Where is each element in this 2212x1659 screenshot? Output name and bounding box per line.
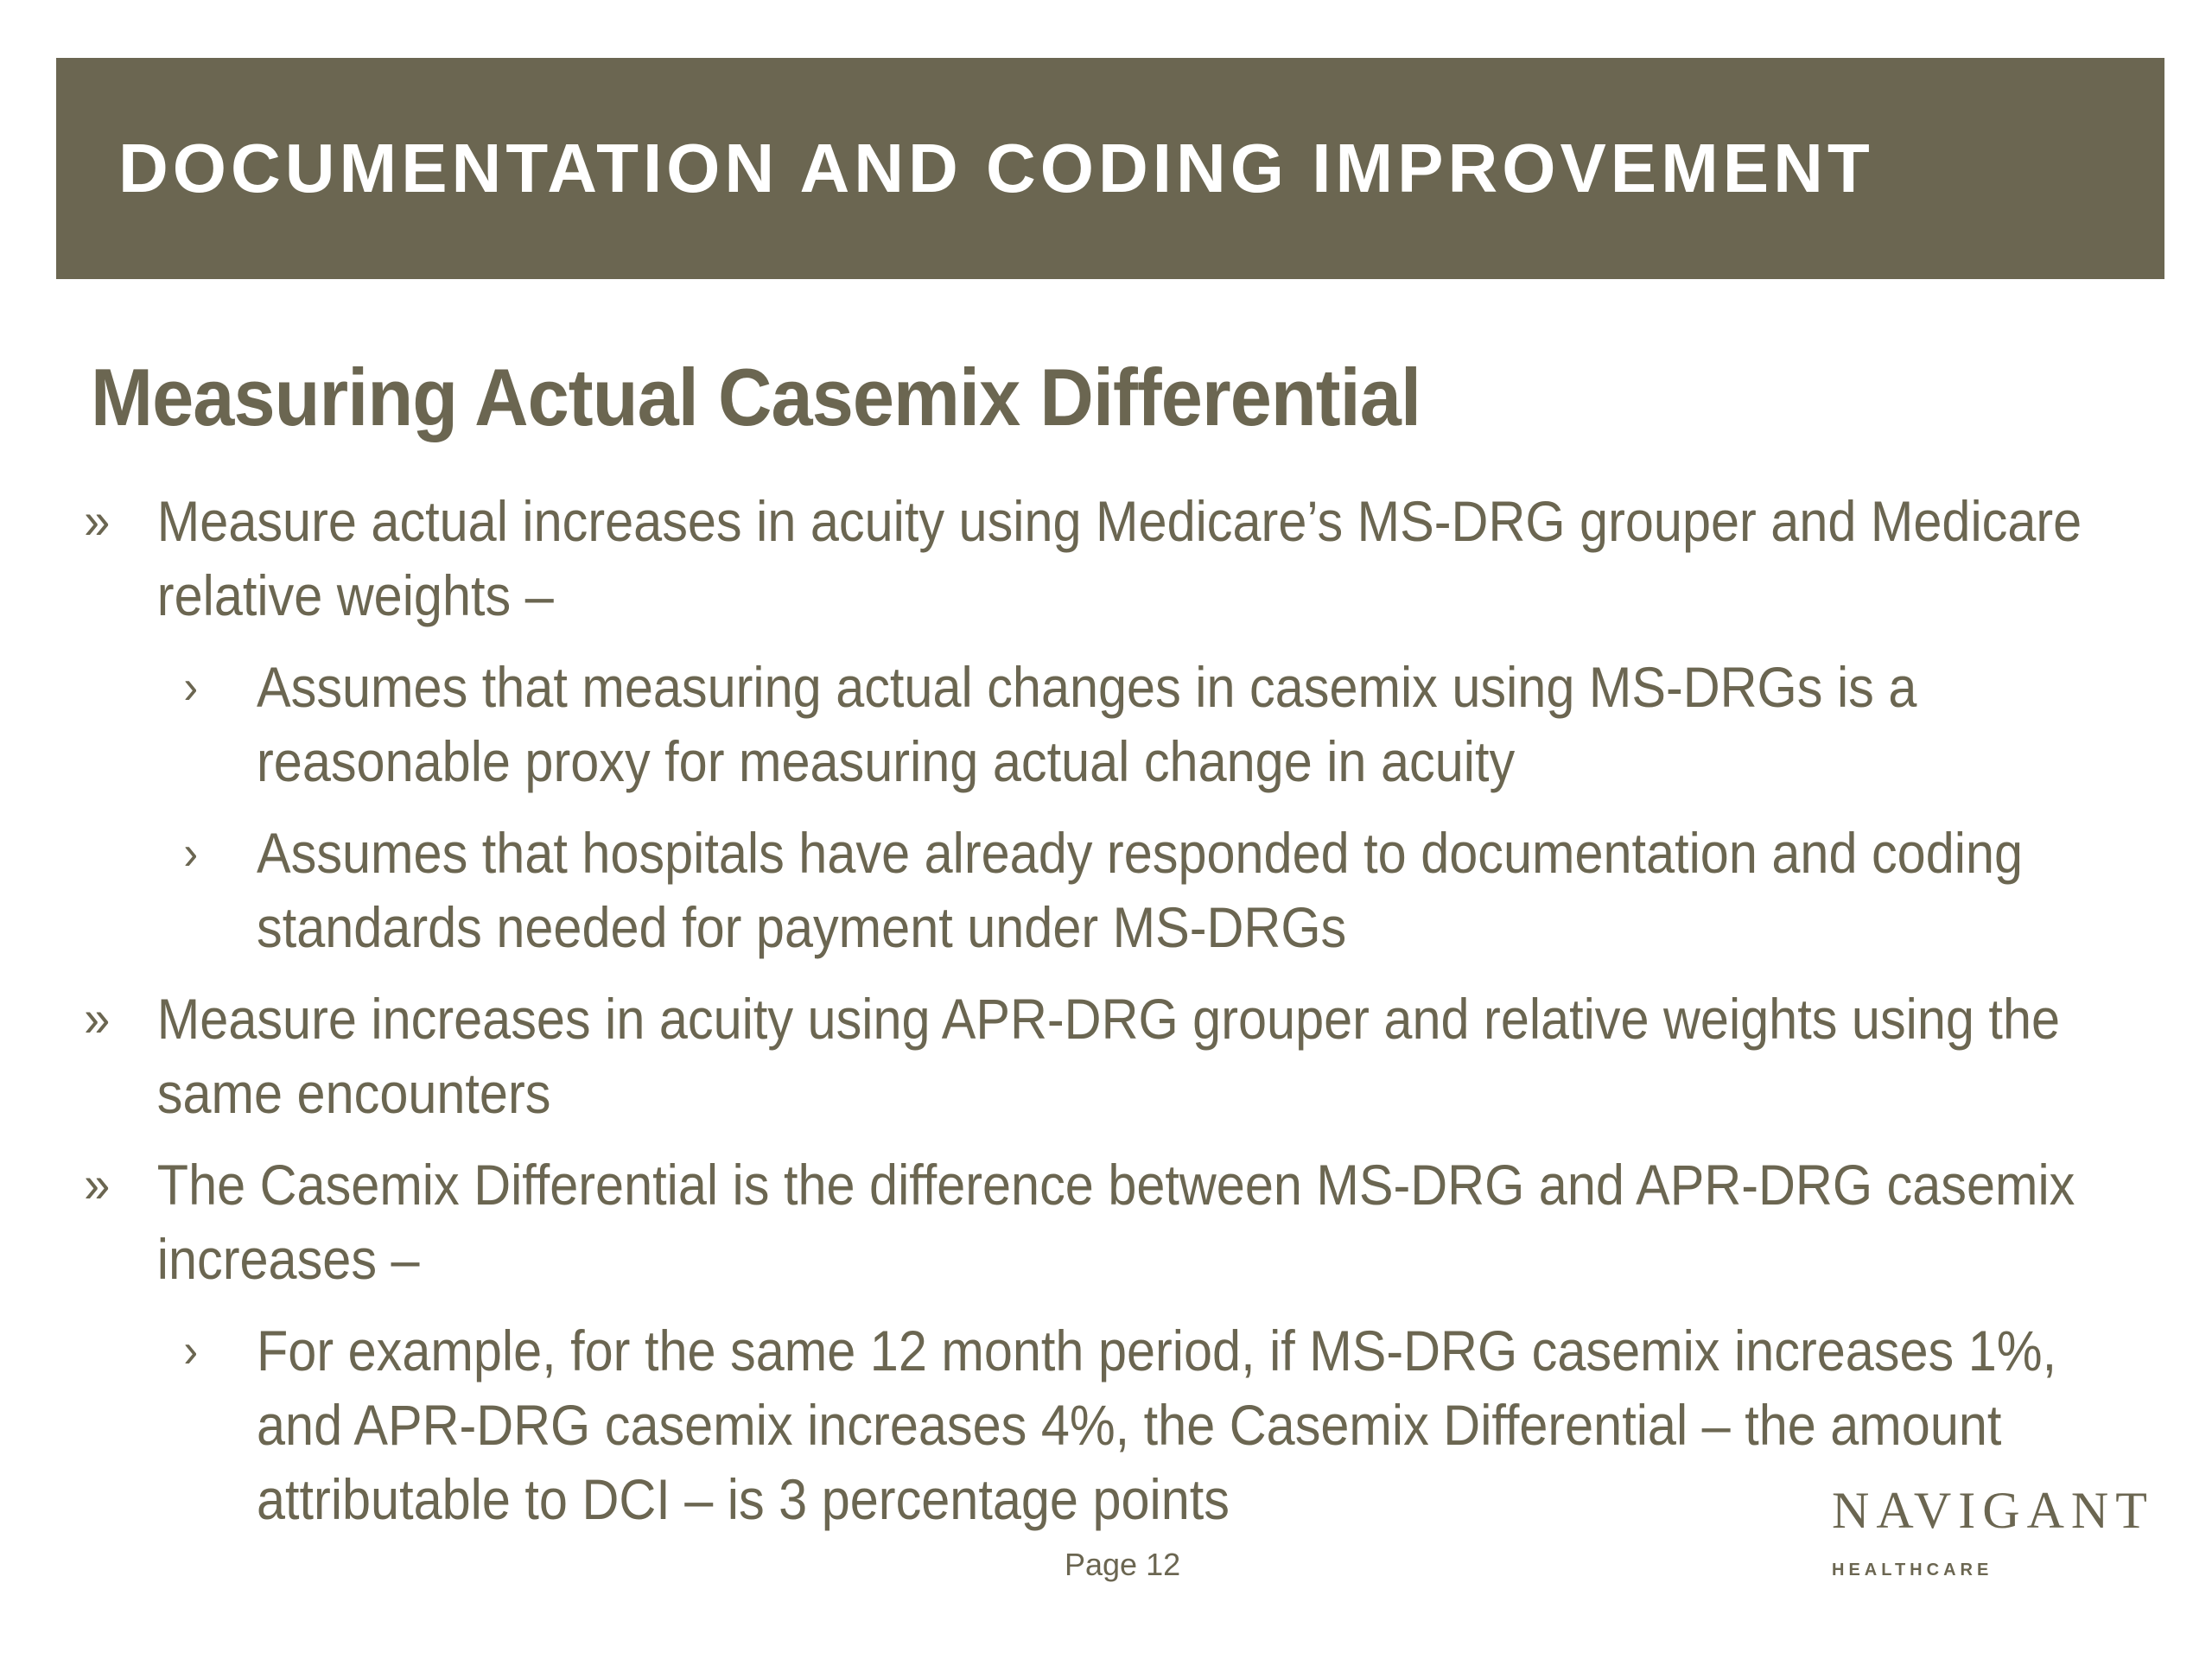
sub-bullet-item: › Assumes that measuring actual changes … [0,650,1917,798]
bullet-line: attributable to DCI – is 3 percentage po… [257,1467,1230,1531]
bullet-line: standards needed for payment under MS-DR… [257,895,1347,959]
sub-bullet-marker: › [183,825,199,880]
bullet-line: and APR-DRG casemix increases 4%, the Ca… [257,1393,2002,1457]
bullet-line: reasonable proxy for measuring actual ch… [257,729,1516,793]
bullet-item: » Measure actual increases in acuity usi… [0,484,2082,632]
sub-bullet-item: › Assumes that hospitals have already re… [0,816,2024,964]
page-number: Page 12 [1065,1547,1181,1582]
header-bar: DOCUMENTATION AND CODING IMPROVEMENT [56,58,2164,279]
bullet-line: Assumes that measuring actual changes in… [257,655,1917,719]
bullet-line: For example, for the same 12 month perio… [257,1319,2057,1382]
logo-wordmark: NAVIGANT [1832,1482,2154,1539]
sub-bullet-marker: › [183,1323,199,1377]
header-title: DOCUMENTATION AND CODING IMPROVEMENT [118,130,1874,207]
bullet-line: same encounters [156,1061,551,1125]
sub-bullet-item: › For example, for the same 12 month per… [0,1313,2057,1536]
bullet-line: The Casemix Differential is the differen… [156,1153,2075,1217]
bullet-line: relative weights – [156,563,554,627]
bullet-marker: » [84,989,111,1047]
slide-heading: Measuring Actual Casemix Differential [91,352,1421,442]
logo-subtitle: HEALTHCARE [1832,1560,1993,1580]
bullet-marker: » [84,492,111,550]
bullet-list: » Measure actual increases in acuity usi… [0,484,2108,1554]
bullet-marker: » [84,1155,111,1213]
bullet-item: » The Casemix Differential is the differ… [0,1147,2075,1296]
bullet-line: increases – [156,1227,420,1291]
bullet-line: Measure actual increases in acuity using… [156,489,2082,553]
bullet-line: Measure increases in acuity using APR-DR… [156,987,2061,1051]
navigant-logo: NAVIGANT HEALTHCARE [1832,1482,2154,1580]
bullet-line: Assumes that hospitals have already resp… [257,821,2024,885]
bullet-item: » Measure increases in acuity using APR-… [0,982,2061,1130]
sub-bullet-marker: › [183,659,199,714]
